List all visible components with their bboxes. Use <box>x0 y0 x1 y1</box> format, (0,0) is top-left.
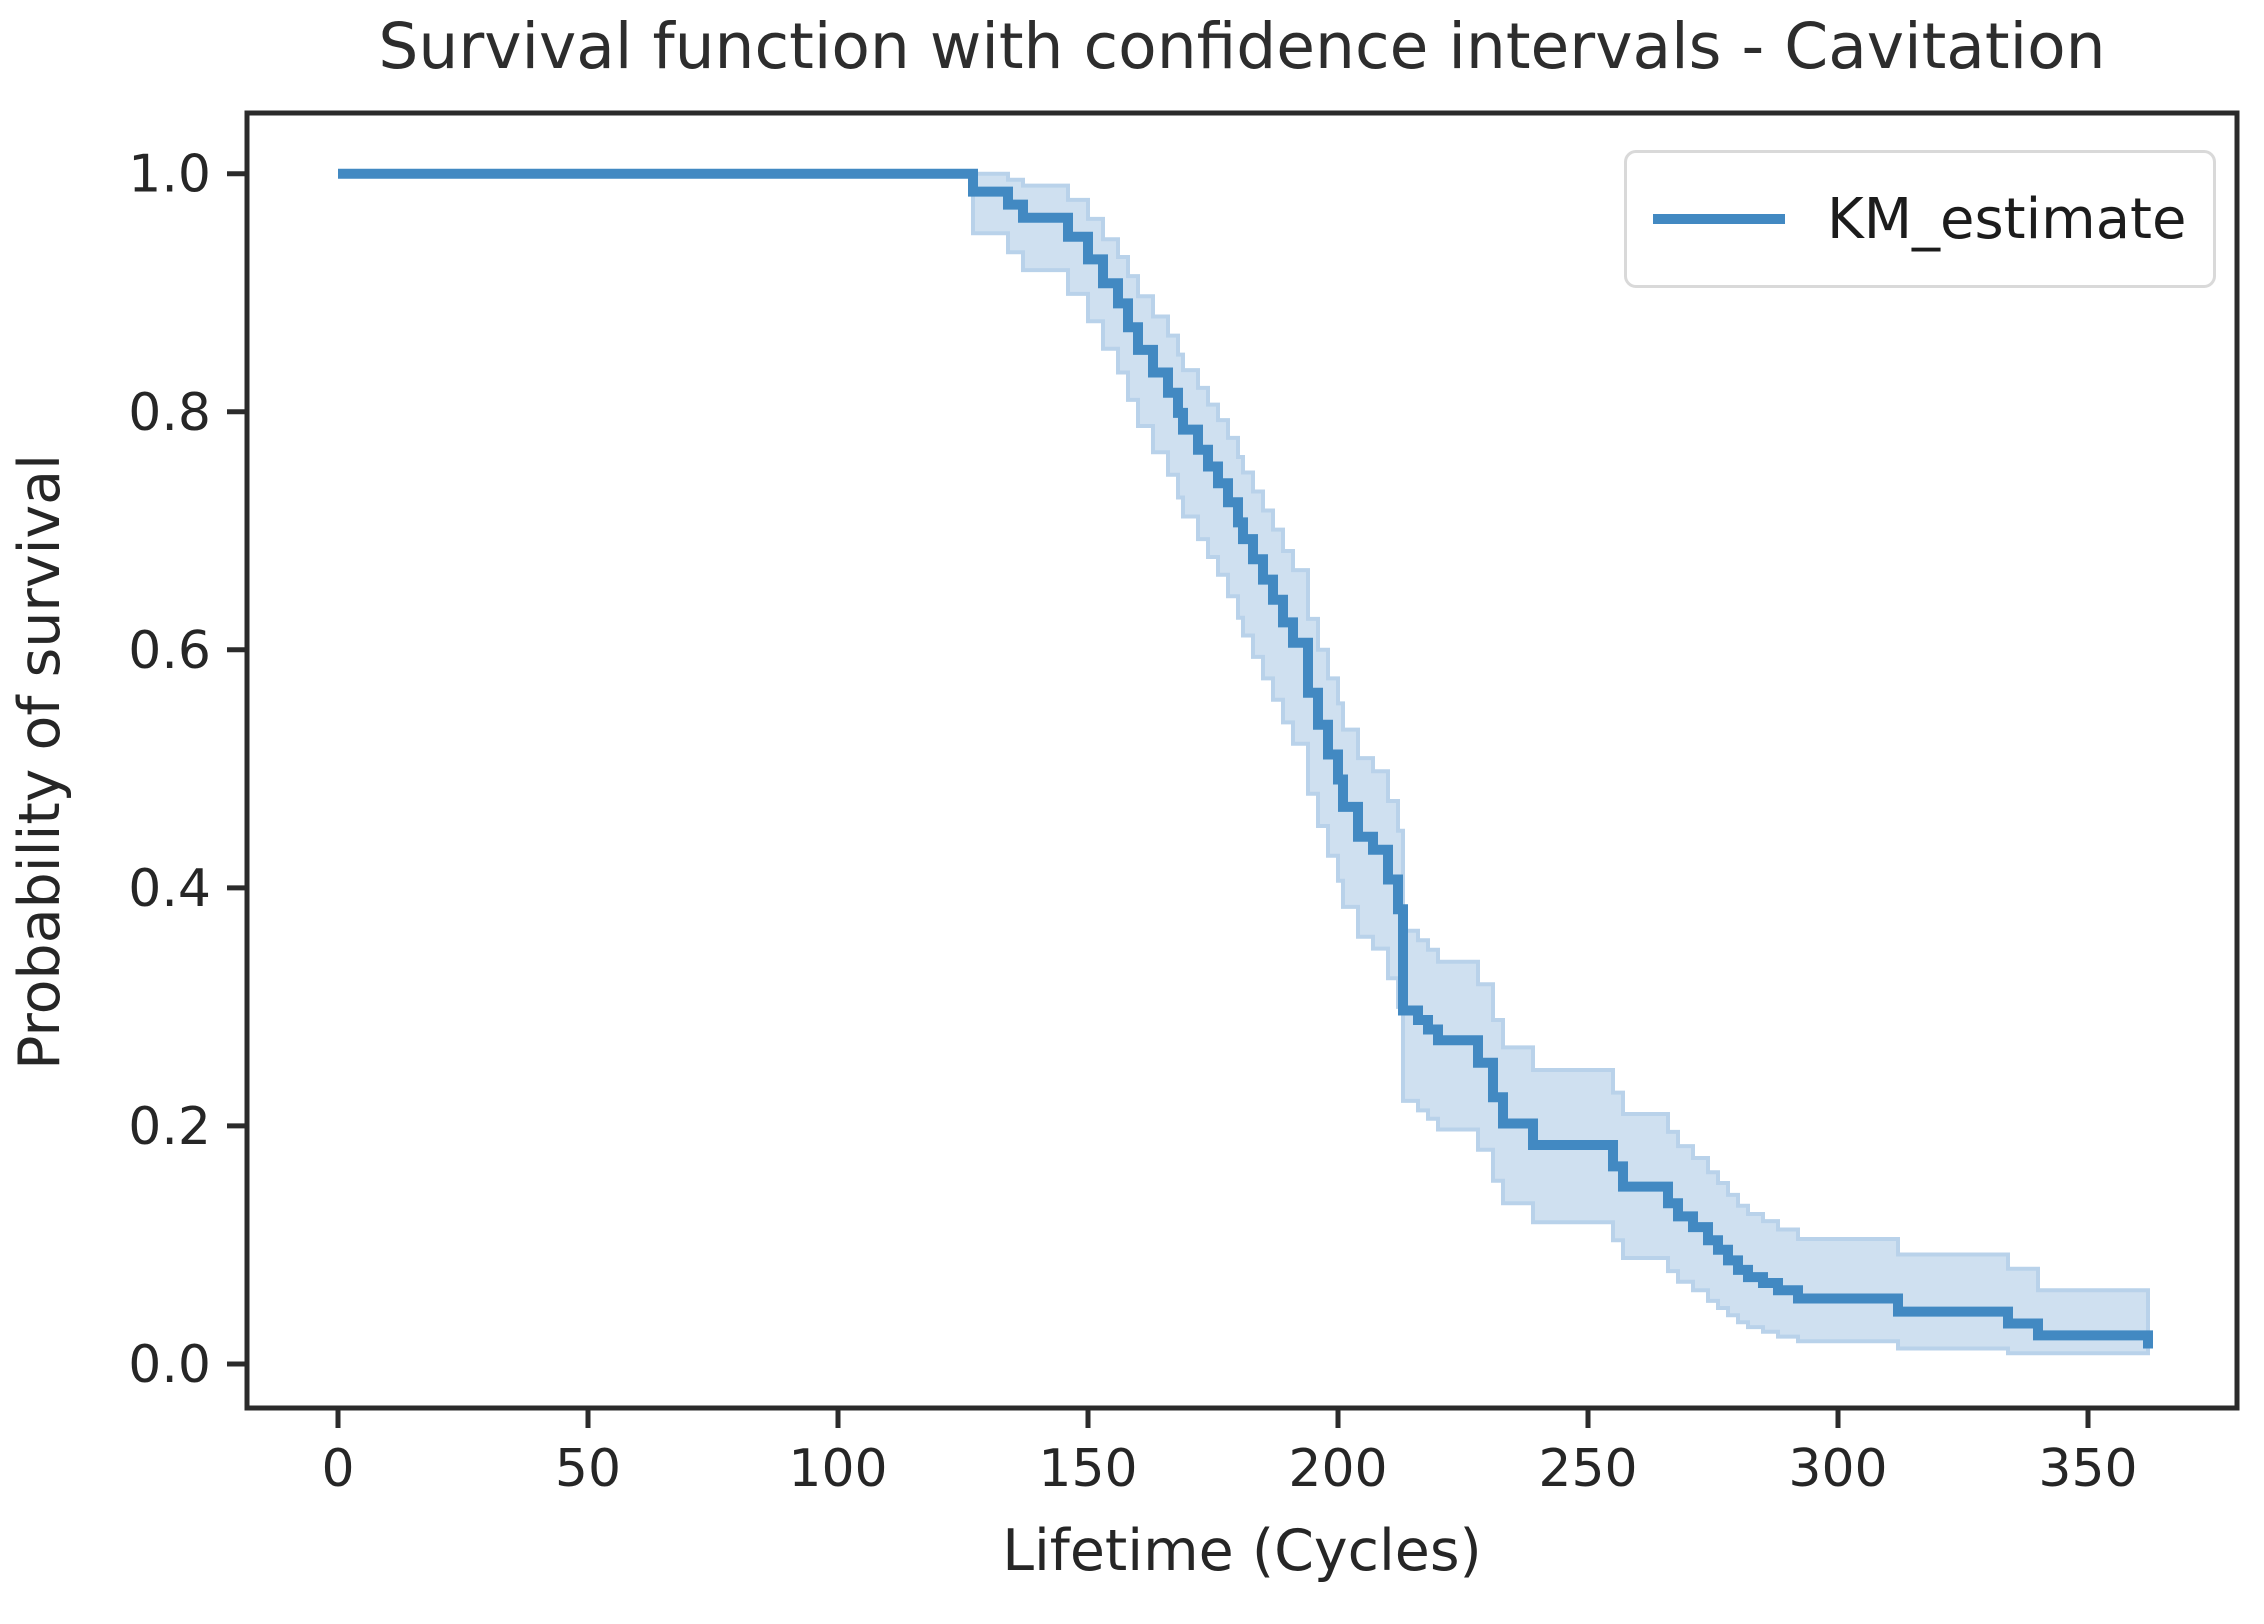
x-tick-label: 200 <box>1288 1439 1387 1499</box>
y-tick-label: 0.6 <box>128 621 211 681</box>
y-tick-label: 1.0 <box>128 145 211 205</box>
x-tick-label: 150 <box>1038 1439 1137 1499</box>
km-estimate-line <box>338 168 2153 1349</box>
chart-title: Survival function with confidence interv… <box>378 10 2106 83</box>
plot-spines <box>244 110 2240 1411</box>
legend-line-swatch-km-estimate <box>1653 214 1785 224</box>
x-tick-label: 300 <box>1788 1439 1887 1499</box>
y-tick-label: 0.0 <box>128 1335 211 1395</box>
x-tick-label: 50 <box>555 1439 621 1499</box>
y-tick-label: 0.4 <box>128 859 211 919</box>
y-axis-label: Probability of survival <box>7 454 73 1070</box>
y-tick-label: 0.8 <box>128 383 211 443</box>
legend-label-km-estimate: KM_estimate <box>1827 186 2187 252</box>
x-tick-label: 350 <box>2038 1439 2137 1499</box>
confidence-band <box>971 171 2150 1356</box>
legend: KM_estimate <box>1624 150 2216 288</box>
x-tick-label: 0 <box>321 1439 354 1499</box>
x-axis-label: Lifetime (Cycles) <box>1002 1518 1482 1584</box>
x-tick-label: 250 <box>1538 1439 1637 1499</box>
y-tick-label: 0.2 <box>128 1097 211 1157</box>
x-tick-label: 100 <box>788 1439 887 1499</box>
